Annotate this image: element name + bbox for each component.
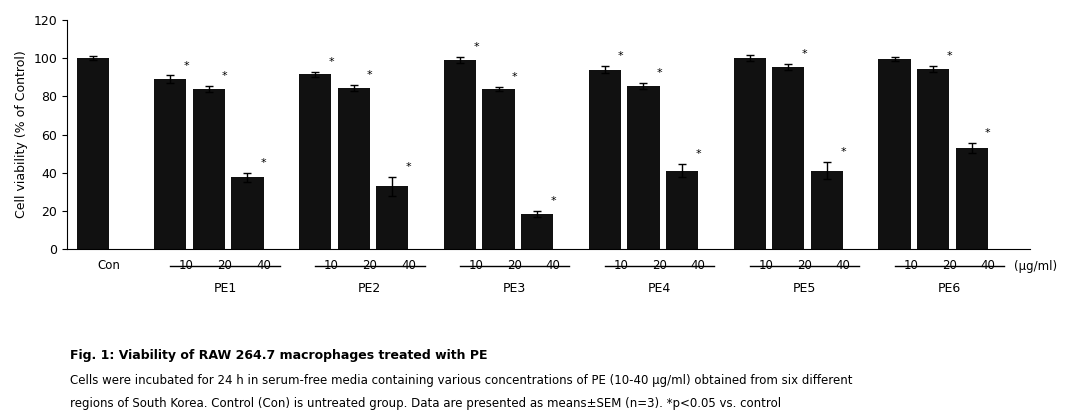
- Text: PE5: PE5: [793, 282, 816, 294]
- Y-axis label: Cell viability (% of Control): Cell viability (% of Control): [15, 51, 28, 218]
- Text: *: *: [184, 61, 189, 71]
- Text: Fig. 1: Viability of RAW 264.7 macrophages treated with PE: Fig. 1: Viability of RAW 264.7 macrophag…: [70, 349, 488, 362]
- Bar: [917, 69, 949, 249]
- Bar: [521, 214, 553, 249]
- Bar: [337, 88, 369, 249]
- Bar: [879, 59, 911, 249]
- Text: regions of South Korea. Control (Con) is untreated group. Data are presented as : regions of South Korea. Control (Con) is…: [70, 397, 781, 410]
- Bar: [956, 148, 988, 249]
- Bar: [154, 79, 186, 249]
- Bar: [77, 58, 108, 249]
- Text: *: *: [656, 68, 663, 78]
- Text: PE1: PE1: [214, 282, 236, 294]
- Text: PE2: PE2: [358, 282, 381, 294]
- Bar: [192, 89, 224, 249]
- Text: *: *: [261, 158, 266, 168]
- Text: *: *: [406, 162, 411, 172]
- Bar: [299, 74, 331, 249]
- Text: *: *: [801, 49, 808, 59]
- Text: *: *: [329, 57, 334, 67]
- Text: PE6: PE6: [938, 282, 961, 294]
- Text: PE4: PE4: [648, 282, 671, 294]
- Bar: [734, 58, 766, 249]
- Bar: [589, 70, 621, 249]
- Text: *: *: [985, 128, 990, 138]
- Bar: [772, 67, 804, 249]
- Text: *: *: [840, 147, 846, 157]
- Bar: [666, 171, 698, 249]
- Text: Cells were incubated for 24 h in serum-free media containing various concentrati: Cells were incubated for 24 h in serum-f…: [70, 374, 853, 387]
- Text: *: *: [695, 150, 701, 159]
- Bar: [444, 60, 476, 249]
- Bar: [811, 171, 843, 249]
- Text: *: *: [619, 51, 624, 61]
- Bar: [376, 186, 408, 249]
- Text: PE3: PE3: [503, 282, 526, 294]
- Text: *: *: [512, 72, 518, 82]
- Bar: [482, 89, 514, 249]
- Text: *: *: [367, 70, 373, 80]
- Text: (μg/ml): (μg/ml): [1014, 260, 1057, 273]
- Text: *: *: [222, 71, 228, 81]
- Bar: [627, 86, 659, 249]
- Text: *: *: [551, 196, 556, 206]
- Bar: [231, 178, 263, 249]
- Text: *: *: [474, 43, 479, 52]
- Text: *: *: [946, 51, 953, 61]
